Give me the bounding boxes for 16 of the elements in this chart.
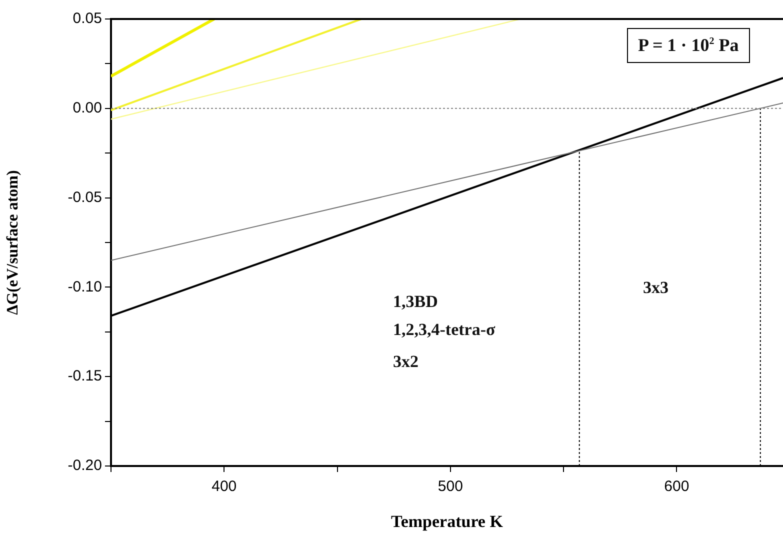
annotation: 1,2,3,4-tetra-σ bbox=[393, 320, 496, 340]
y-tick-label: 0.00 bbox=[72, 100, 102, 117]
annotation: 3x3 bbox=[643, 278, 668, 298]
annotation: 3x2 bbox=[393, 352, 418, 372]
annotation: 1,3BD bbox=[393, 292, 438, 312]
y-tick-label: -0.05 bbox=[68, 188, 102, 206]
x-tick-label: 500 bbox=[438, 478, 463, 496]
x-axis-title: Temperature K bbox=[391, 512, 504, 532]
y-tick-label: -0.15 bbox=[68, 368, 102, 385]
y-tick-label: -0.20 bbox=[68, 457, 102, 474]
annotation: P = 1 · 10$^{2}$ Pa bbox=[627, 28, 750, 63]
x-tick-label: 400 bbox=[212, 478, 237, 496]
x-tick-label: 600 bbox=[664, 478, 690, 496]
y-tick-label: -0.10 bbox=[68, 278, 102, 296]
y-tick-label: 0.05 bbox=[72, 10, 102, 28]
y-axis-title: ΔG(eV/surface atom) bbox=[4, 170, 22, 315]
